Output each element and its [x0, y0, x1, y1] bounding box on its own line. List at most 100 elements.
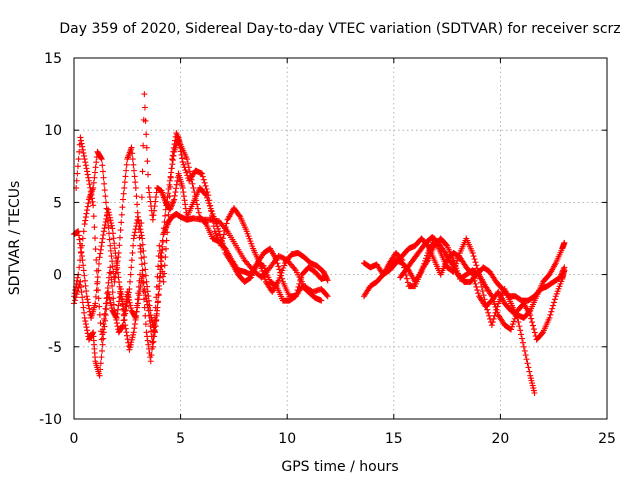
- data-point: [76, 236, 83, 243]
- data-point: [131, 167, 138, 174]
- data-point: [191, 189, 198, 196]
- data-point: [155, 291, 162, 298]
- data-point: [135, 226, 142, 233]
- data-point: [186, 168, 193, 175]
- data-point: [84, 296, 91, 303]
- data-point: [174, 177, 181, 184]
- data-point: [132, 316, 139, 323]
- data-point: [470, 253, 477, 260]
- data-point: [74, 277, 81, 284]
- data-point: [84, 207, 91, 214]
- data-point: [400, 260, 407, 267]
- data-point: [118, 219, 125, 226]
- data-point: [79, 143, 86, 150]
- data-point: [113, 314, 120, 321]
- data-point: [472, 280, 479, 287]
- x-tick-label: 20: [491, 431, 509, 447]
- data-point: [74, 288, 81, 295]
- data-point: [129, 249, 136, 256]
- data-point: [95, 287, 102, 294]
- data-point: [113, 320, 120, 327]
- data-point: [102, 199, 109, 206]
- data-point: [73, 177, 80, 184]
- data-point: [139, 241, 146, 248]
- data-point: [144, 333, 151, 340]
- data-point: [183, 169, 190, 176]
- data-point: [298, 274, 305, 281]
- data-point: [193, 197, 200, 204]
- data-point: [490, 315, 497, 322]
- data-point: [222, 224, 229, 231]
- data-point: [91, 224, 98, 231]
- data-point: [120, 190, 127, 197]
- data-point: [84, 168, 91, 175]
- data-point: [74, 274, 81, 281]
- data-point: [71, 297, 78, 304]
- data-point: [188, 176, 195, 183]
- data-point: [140, 288, 147, 295]
- data-point: [75, 232, 82, 239]
- data-point: [120, 196, 127, 203]
- data-point: [169, 152, 176, 159]
- data-point: [92, 235, 99, 242]
- data-point: [510, 318, 517, 325]
- data-point: [170, 197, 177, 204]
- data-point: [138, 261, 145, 268]
- data-point: [490, 298, 497, 305]
- data-point: [142, 266, 149, 273]
- data-point: [160, 278, 167, 285]
- y-tick-label: 10: [44, 123, 62, 139]
- data-point: [471, 256, 478, 263]
- data-point: [108, 276, 115, 283]
- data-point: [141, 104, 148, 111]
- data-point: [145, 307, 152, 314]
- data-point: [141, 254, 148, 261]
- x-tick-label: 5: [176, 431, 185, 447]
- data-point: [145, 341, 152, 348]
- data-point: [80, 149, 87, 156]
- data-point: [124, 291, 131, 298]
- data-point: [517, 327, 524, 334]
- data-point: [524, 360, 531, 367]
- data-point: [217, 234, 224, 241]
- data-point: [180, 161, 187, 168]
- data-point: [164, 229, 171, 236]
- data-point: [163, 237, 170, 244]
- data-point: [550, 302, 557, 309]
- data-point: [84, 203, 91, 210]
- data-point: [82, 217, 89, 224]
- data-point: [138, 275, 145, 282]
- data-point: [122, 322, 129, 329]
- data-point: [149, 216, 156, 223]
- data-point: [180, 193, 187, 200]
- data-point: [530, 326, 537, 333]
- data-point: [78, 242, 85, 249]
- data-point: [152, 194, 159, 201]
- data-point: [107, 217, 114, 224]
- data-point: [131, 325, 138, 332]
- data-point: [150, 333, 157, 340]
- data-point: [561, 239, 568, 246]
- data-point: [104, 211, 111, 218]
- data-point: [88, 191, 95, 198]
- data-point: [110, 235, 117, 242]
- data-point: [107, 299, 114, 306]
- data-point: [201, 179, 208, 186]
- data-point: [148, 345, 155, 352]
- data-point: [142, 117, 149, 124]
- data-point: [261, 273, 268, 280]
- data-point: [153, 283, 160, 290]
- data-point: [102, 193, 109, 200]
- data-point: [78, 253, 85, 260]
- data-point: [141, 91, 148, 98]
- data-point: [148, 352, 155, 359]
- plot-frame: [73, 57, 608, 420]
- data-point: [179, 184, 186, 191]
- data-point: [90, 202, 97, 209]
- data-point: [182, 167, 189, 174]
- data-point: [525, 364, 532, 371]
- data-point: [171, 141, 178, 148]
- data-point: [150, 338, 157, 345]
- data-point: [142, 321, 149, 328]
- data-point: [114, 306, 121, 313]
